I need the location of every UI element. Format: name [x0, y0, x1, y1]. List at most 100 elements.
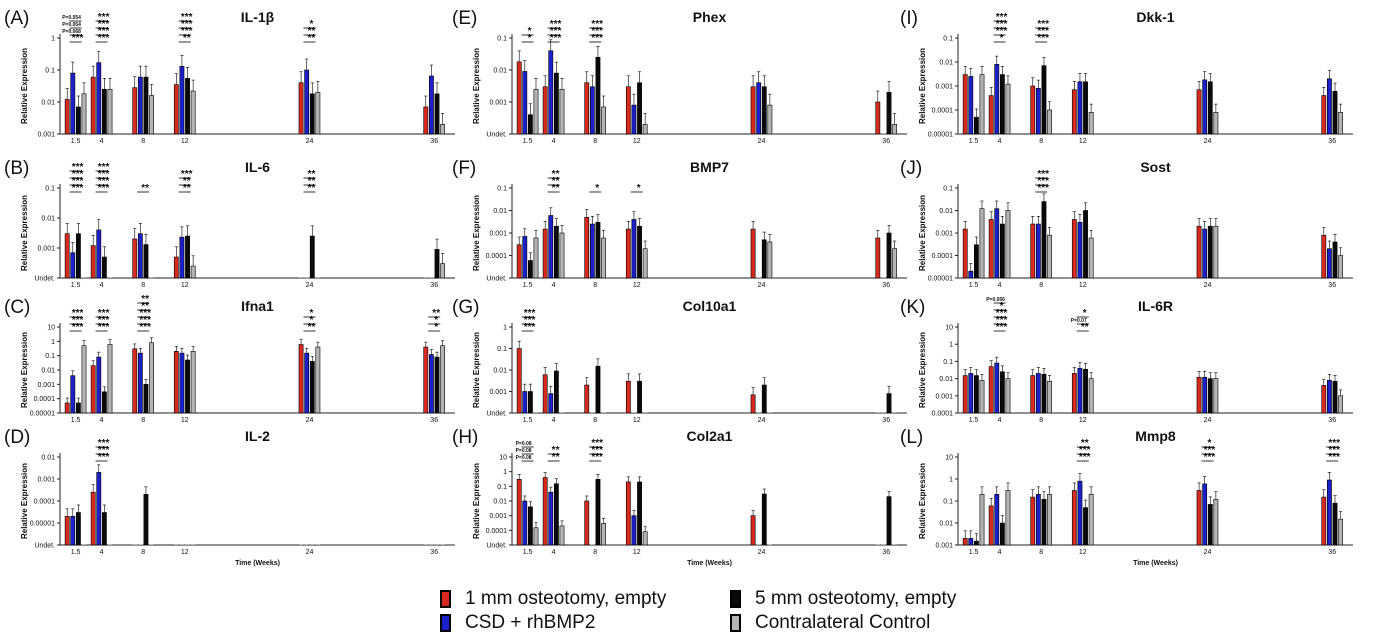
- bar-one-mm: [1030, 375, 1036, 414]
- chart-panel-mmp8: (L) Mmp8 Relative Expression 10 1 0.1 0.01 0.00…: [900, 427, 1353, 567]
- y-tick-label: 0.001: [935, 393, 953, 400]
- bar-control: [767, 241, 773, 279]
- bar-undetected-csd: [590, 412, 595, 413]
- chart-panel-col10a1: (G) Col10a1 Relative Expression 1 0.1 0.01 0.0…: [452, 297, 907, 424]
- bar-five-mm: [434, 93, 440, 135]
- bar-csd: [1035, 223, 1041, 279]
- y-tick-label: Undet.: [34, 543, 55, 550]
- bar-one-mm: [962, 74, 968, 135]
- bar-control: [1047, 494, 1052, 546]
- bar-control: [559, 232, 565, 279]
- bar-one-mm: [64, 402, 70, 414]
- bar-control: [979, 379, 985, 414]
- legend-item-five-mm: 5 mm osteotomy, empty: [730, 588, 956, 610]
- chart-title: BMP7: [690, 159, 729, 175]
- bar-one-mm: [132, 348, 138, 414]
- bar-control: [1213, 225, 1219, 279]
- chart-title: Col2a1: [687, 428, 733, 444]
- bar-five-mm: [1207, 378, 1213, 414]
- bar-control: [315, 92, 321, 135]
- y-tick-label: 10: [499, 455, 507, 462]
- x-tick-label: 12: [1079, 138, 1087, 145]
- significance-label: ***: [72, 308, 84, 319]
- bar-five-mm: [1207, 81, 1213, 135]
- y-tick-label: 1: [503, 469, 507, 476]
- significance-label: ***: [98, 183, 110, 194]
- significance-label: **: [552, 169, 560, 180]
- significance-label: ***: [72, 315, 84, 326]
- x-tick-label: 12: [633, 138, 641, 145]
- significance-label: ***: [98, 169, 110, 180]
- bar-undetected-control: [149, 277, 154, 278]
- bar-one-mm: [962, 228, 968, 279]
- legend-swatch-csd: [440, 614, 451, 632]
- significance-label: ***: [591, 33, 603, 44]
- y-tick-label: 0.1: [497, 186, 507, 193]
- significance-label: ***: [550, 19, 562, 30]
- significance-label: *: [310, 315, 314, 326]
- bar-one-mm: [1030, 85, 1036, 135]
- y-tick-label: 0.1: [943, 36, 953, 43]
- bar-csd: [1077, 480, 1083, 546]
- bar-five-mm: [999, 74, 1005, 135]
- bar-one-mm: [584, 216, 590, 279]
- bar-five-mm: [1207, 225, 1213, 279]
- bar-csd: [96, 472, 102, 546]
- bar-one-mm: [750, 515, 756, 546]
- bar-five-mm: [999, 522, 1005, 546]
- bar-one-mm: [173, 84, 179, 135]
- x-tick-label: 4: [552, 549, 556, 556]
- bar-one-mm: [1030, 223, 1036, 279]
- y-tick-label: 0.1: [943, 359, 953, 366]
- figure-panels: (A) IL-1β Relative Expression 1 0.1 0.01 0.001…: [4, 8, 1353, 567]
- bar-csd: [70, 375, 76, 414]
- significance-label: ***: [591, 445, 603, 456]
- bar-control: [1338, 112, 1344, 135]
- bar-control: [1088, 378, 1094, 414]
- significance-label: ***: [181, 169, 193, 180]
- y-tick-label: 0.0001: [932, 253, 954, 260]
- significance-label: *: [528, 26, 532, 37]
- bar-undetected-one-mm: [174, 544, 179, 545]
- bar-undetected-csd: [590, 544, 595, 545]
- bar-five-mm: [101, 391, 107, 414]
- y-tick-label: 1: [51, 36, 55, 43]
- significance-label: ***: [98, 19, 110, 30]
- bar-csd: [1202, 79, 1208, 135]
- bar-one-mm: [625, 86, 631, 135]
- y-tick-label: 0.01: [493, 68, 507, 75]
- y-tick-label: 0.001: [489, 231, 507, 238]
- y-tick-label: 0.001: [37, 246, 55, 253]
- bar-csd: [179, 66, 185, 135]
- x-tick-label: 8: [593, 282, 597, 289]
- bar-five-mm: [553, 72, 559, 135]
- bar-undetected-one-mm: [132, 544, 137, 545]
- significance-label: *: [310, 19, 314, 30]
- bar-one-mm: [962, 538, 968, 546]
- bar-control: [107, 88, 113, 135]
- legend-label-five-mm: 5 mm osteotomy, empty: [755, 588, 957, 609]
- bar-one-mm: [1030, 496, 1036, 546]
- bar-five-mm: [185, 78, 190, 135]
- bar-csd: [70, 516, 76, 546]
- significance-label: ***: [72, 183, 84, 194]
- panel-letter: (L): [900, 427, 923, 448]
- x-tick-label: 4: [100, 282, 104, 289]
- bar-undetected-control: [559, 412, 565, 413]
- y-tick-label: 0.001: [935, 84, 953, 91]
- x-tick-label: 8: [141, 417, 145, 424]
- bar-five-mm: [527, 260, 533, 279]
- chart-title: IL-1β: [241, 9, 275, 25]
- bar-control: [107, 344, 113, 414]
- x-tick-label: 36: [1328, 417, 1336, 424]
- bar-csd: [548, 50, 554, 135]
- bar-control: [1005, 490, 1011, 546]
- x-tick-label: 1.5: [71, 417, 81, 424]
- significance-label: ***: [181, 12, 193, 23]
- x-tick-label: 12: [1079, 549, 1087, 556]
- bar-five-mm: [1083, 507, 1088, 546]
- bar-undetected-one-mm: [875, 544, 880, 545]
- bar-undetected-control: [533, 412, 539, 413]
- bar-five-mm: [1332, 91, 1338, 135]
- bar-csd: [1077, 221, 1083, 279]
